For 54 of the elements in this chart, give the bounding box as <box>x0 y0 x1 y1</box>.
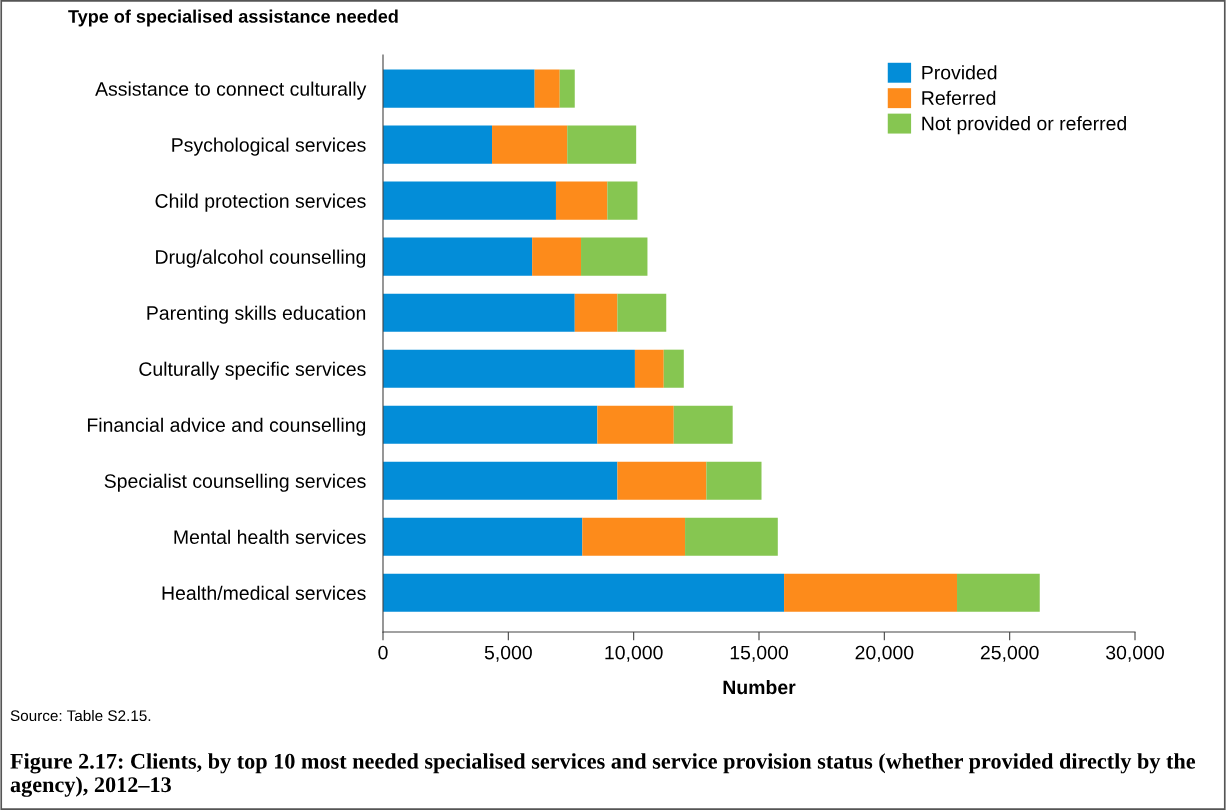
bar <box>383 405 598 444</box>
bar <box>383 237 533 276</box>
x-tick-label: 25,000 <box>980 645 1039 662</box>
bar <box>607 181 638 220</box>
bar <box>784 573 958 612</box>
bar <box>663 349 684 388</box>
bar <box>559 69 575 108</box>
bar <box>383 349 635 388</box>
bar <box>492 125 568 164</box>
bar <box>383 125 493 164</box>
bar <box>581 237 648 276</box>
x-tick-label: 5,000 <box>484 645 532 662</box>
bar <box>383 461 618 500</box>
y-tick-label: Parenting skills education <box>147 305 366 324</box>
bar <box>532 237 582 276</box>
bar <box>706 461 762 500</box>
y-tick-label: Psychological services <box>172 137 366 156</box>
x-tick-label: 15,000 <box>730 645 788 662</box>
y-tick-label: Drug/alcohol counselling <box>156 249 366 268</box>
y-tick-label: Health/medical services <box>162 585 366 601</box>
bar <box>673 405 733 444</box>
x-axis-title: Number <box>723 679 796 695</box>
bar <box>617 461 707 500</box>
y-tick-label: Financial advice and counselling <box>87 417 366 436</box>
bar <box>567 125 637 164</box>
legend-label: Not provided or referred <box>922 116 1126 135</box>
text: Figure 2.17: Clients, by top 10 most needed specialised services and service provision status (whether provided directly by the agency), 2012–13 <box>10 753 1196 797</box>
legend-label: Provided <box>922 65 997 80</box>
y-tick-label: Assistance to connect culturally <box>95 81 367 100</box>
bar <box>597 405 674 444</box>
x-tick-label: 20,000 <box>855 645 914 662</box>
y-tick-label: Specialist counselling services <box>104 473 366 492</box>
bar <box>383 517 583 556</box>
bar <box>383 69 535 108</box>
x-tick-label: 10,000 <box>605 645 663 662</box>
bar <box>582 517 686 556</box>
x-tick-label: 0 <box>378 645 388 660</box>
bar <box>534 69 560 108</box>
y-tick-label: Child protection services <box>155 193 366 212</box>
bar <box>383 573 785 612</box>
y-tick-label: Culturally specific services <box>139 361 366 380</box>
bar <box>685 517 778 556</box>
legend-label: Referred <box>922 90 996 105</box>
bar <box>555 181 608 220</box>
x-tick-label: 30,000 <box>1106 645 1164 662</box>
y-tick-label: Mental health services <box>174 529 366 544</box>
bar <box>957 573 1040 612</box>
bar <box>617 293 667 332</box>
bar <box>383 293 575 332</box>
y-axis-title: Type of specialised assistance needed <box>68 9 398 27</box>
bar <box>383 181 556 220</box>
bar <box>634 349 664 388</box>
bar <box>574 293 618 332</box>
source-note: Source: Table S2.15. <box>10 709 151 722</box>
